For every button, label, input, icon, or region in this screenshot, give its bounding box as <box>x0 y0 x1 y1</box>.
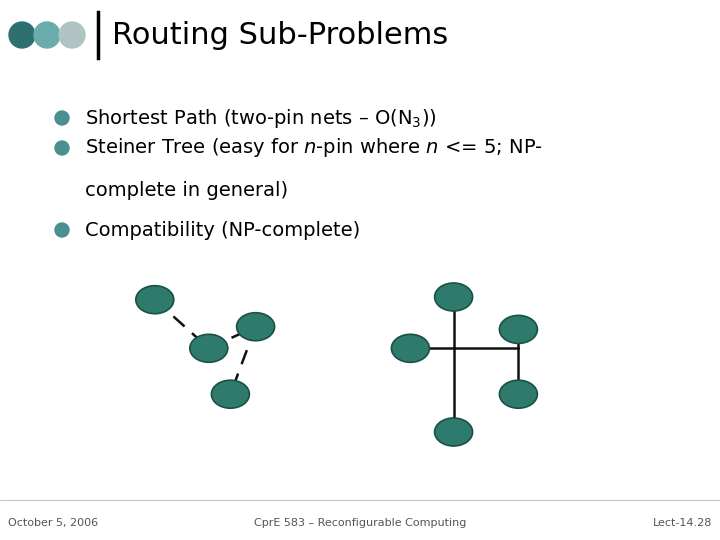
Text: CprE 583 – Reconfigurable Computing: CprE 583 – Reconfigurable Computing <box>254 518 466 528</box>
Text: Compatibility (NP-complete): Compatibility (NP-complete) <box>85 220 360 240</box>
Ellipse shape <box>500 315 537 343</box>
Text: Steiner Tree (easy for $n$-pin where $n$ <= 5; NP-: Steiner Tree (easy for $n$-pin where $n$… <box>85 137 543 159</box>
Ellipse shape <box>190 334 228 362</box>
Ellipse shape <box>237 313 274 341</box>
Circle shape <box>55 141 69 155</box>
Text: Lect-14.28: Lect-14.28 <box>652 518 712 528</box>
Circle shape <box>59 22 85 48</box>
Text: Shortest Path (two-pin nets – O(N$_3$)): Shortest Path (two-pin nets – O(N$_3$)) <box>85 106 436 130</box>
Text: Routing Sub-Problems: Routing Sub-Problems <box>112 21 449 50</box>
Circle shape <box>9 22 35 48</box>
Text: complete in general): complete in general) <box>85 180 288 199</box>
Ellipse shape <box>212 380 249 408</box>
Ellipse shape <box>435 418 472 446</box>
Text: October 5, 2006: October 5, 2006 <box>8 518 98 528</box>
Ellipse shape <box>500 380 537 408</box>
Ellipse shape <box>392 334 429 362</box>
Circle shape <box>55 223 69 237</box>
Ellipse shape <box>136 286 174 314</box>
Ellipse shape <box>435 283 472 311</box>
Circle shape <box>55 111 69 125</box>
Circle shape <box>34 22 60 48</box>
